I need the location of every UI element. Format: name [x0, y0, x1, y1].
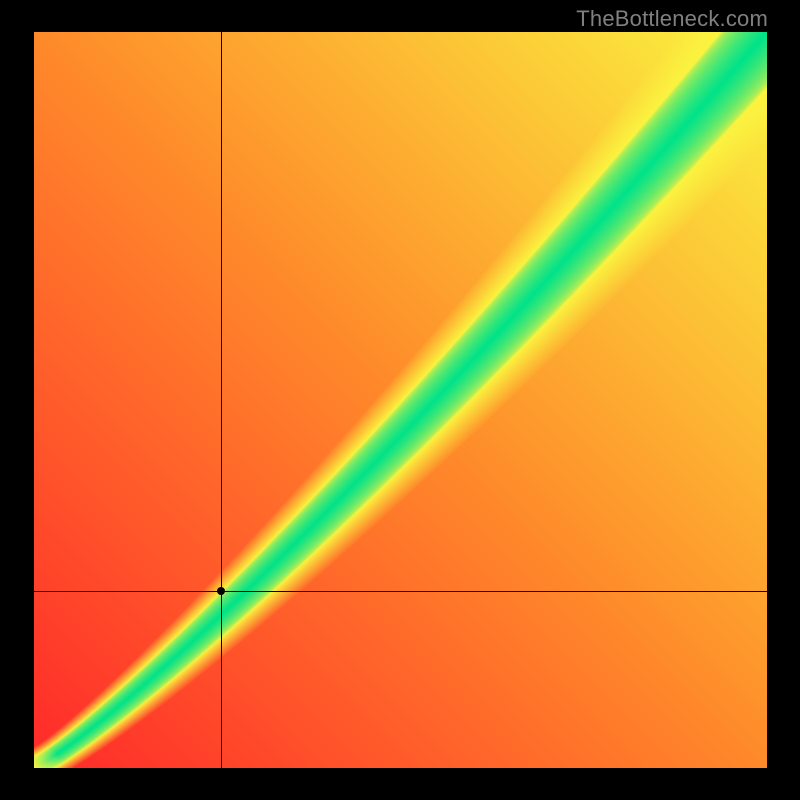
crosshair-marker [217, 587, 225, 595]
plot-area [34, 32, 767, 768]
crosshair-vertical [221, 32, 222, 768]
crosshair-horizontal [34, 591, 767, 592]
bottleneck-heatmap [34, 32, 767, 768]
watermark-text: TheBottleneck.com [576, 6, 768, 32]
